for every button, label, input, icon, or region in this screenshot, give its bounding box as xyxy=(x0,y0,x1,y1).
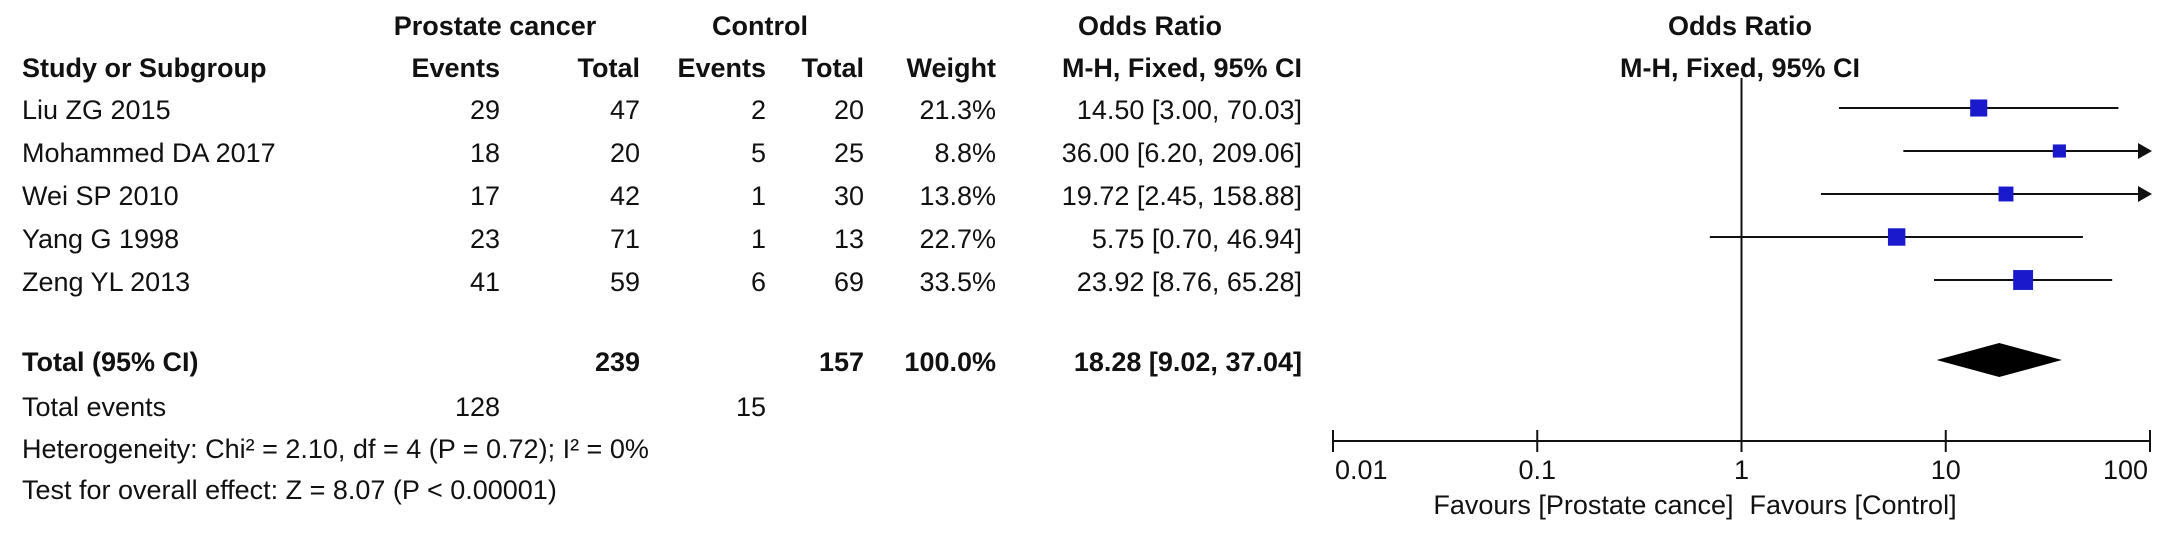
study-name: Yang G 1998 xyxy=(22,224,180,254)
ci-text: 5.75 [0.70, 46.94] xyxy=(1091,224,1302,254)
weight: 33.5% xyxy=(919,267,996,297)
events-2: 1 xyxy=(750,181,766,211)
study-marker xyxy=(1970,99,1988,117)
study-marker xyxy=(2052,144,2066,158)
total-1: 239 xyxy=(594,347,640,377)
pooled-diamond xyxy=(1936,343,2062,377)
col-events-1: Events xyxy=(411,53,500,83)
total-2: 69 xyxy=(833,267,864,297)
group2-header: Control xyxy=(712,11,808,41)
total-1: 20 xyxy=(609,138,640,168)
study-marker xyxy=(1887,228,1906,246)
events-2: 1 xyxy=(750,224,766,254)
x-tick-label: 100 xyxy=(2103,455,2148,485)
favours-left-label: Favours [Prostate cance] xyxy=(1433,490,1733,520)
col-study: Study or Subgroup xyxy=(22,53,267,83)
x-tick-label: 0.1 xyxy=(1518,455,1556,485)
study-name: Zeng YL 2013 xyxy=(22,267,191,297)
total-1: 42 xyxy=(609,181,640,211)
col-total-2: Total xyxy=(801,53,865,83)
weight: 21.3% xyxy=(919,95,996,125)
col-weight: Weight xyxy=(906,53,997,83)
study-name: Wei SP 2010 xyxy=(22,181,179,211)
total-1: 71 xyxy=(609,224,640,254)
events-2: 6 xyxy=(750,267,766,297)
heterogeneity-text: Heterogeneity: Chi² = 2.10, df = 4 (P = … xyxy=(22,434,649,464)
events-1: 29 xyxy=(469,95,500,125)
col-total-1: Total xyxy=(577,53,641,83)
total-events-label: Total events xyxy=(22,392,167,422)
weight: 13.8% xyxy=(919,181,996,211)
events-1: 41 xyxy=(469,267,500,297)
study-marker xyxy=(1998,186,2014,202)
or-plot-title: Odds Ratio xyxy=(1667,11,1812,41)
x-tick-label: 10 xyxy=(1931,455,1961,485)
events-2: 5 xyxy=(750,138,766,168)
ci-text: 23.92 [8.76, 65.28] xyxy=(1076,267,1302,297)
ci-arrow xyxy=(2138,143,2152,159)
weight: 8.8% xyxy=(934,138,996,168)
total-events-2: 15 xyxy=(735,392,766,422)
ci-text: 19.72 [2.45, 158.88] xyxy=(1061,181,1302,211)
group1-header: Prostate cancer xyxy=(393,11,597,41)
total-1: 59 xyxy=(609,267,640,297)
ci-text: 14.50 [3.00, 70.03] xyxy=(1076,95,1302,125)
total-2: 13 xyxy=(833,224,864,254)
study-name: Mohammed DA 2017 xyxy=(22,138,276,168)
total-label: Total (95% CI) xyxy=(22,347,199,377)
events-2: 2 xyxy=(750,95,766,125)
weight: 22.7% xyxy=(919,224,996,254)
favours-right-label: Favours [Control] xyxy=(1750,490,1957,520)
x-tick-label: 1 xyxy=(1734,455,1749,485)
overall-effect-text: Test for overall effect: Z = 8.07 (P < 0… xyxy=(22,475,557,505)
plot-method: M-H, Fixed, 95% CI xyxy=(1619,53,1861,83)
ci-text: 36.00 [6.20, 209.06] xyxy=(1061,138,1302,168)
events-1: 18 xyxy=(469,138,500,168)
x-tick-label: 0.01 xyxy=(1335,455,1388,485)
total-1: 47 xyxy=(609,95,640,125)
study-name: Liu ZG 2015 xyxy=(22,95,171,125)
total-2: 25 xyxy=(833,138,864,168)
col-method: M-H, Fixed, 95% CI xyxy=(1061,53,1302,83)
events-1: 17 xyxy=(469,181,500,211)
col-events-2: Events xyxy=(677,53,766,83)
total-2: 30 xyxy=(833,181,864,211)
events-1: 23 xyxy=(469,224,500,254)
ci-arrow xyxy=(2138,186,2152,202)
or-table-title: Odds Ratio xyxy=(1077,11,1222,41)
total-2: 157 xyxy=(818,347,864,377)
total-ci-text: 18.28 [9.02, 37.04] xyxy=(1073,347,1302,377)
study-marker xyxy=(2013,270,2034,290)
total-events-1: 128 xyxy=(454,392,500,422)
total-2: 20 xyxy=(833,95,864,125)
total-weight: 100.0% xyxy=(904,347,996,377)
